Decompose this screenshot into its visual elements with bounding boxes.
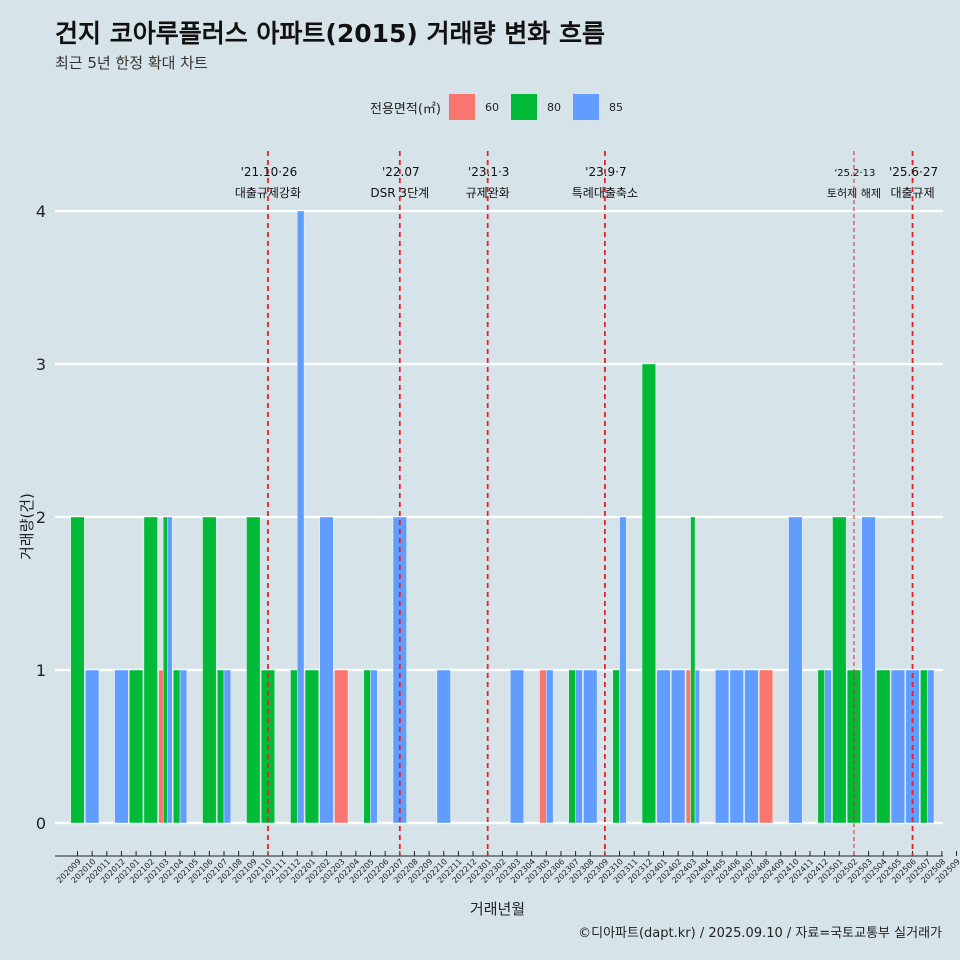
legend: 전용면적(㎡) 60 80 85 bbox=[370, 92, 635, 122]
event-name-label: 대출규제 bbox=[890, 186, 934, 200]
bar bbox=[223, 669, 232, 824]
legend-swatch-80 bbox=[510, 94, 537, 120]
bar bbox=[575, 669, 583, 824]
legend-item-80: 80 bbox=[510, 94, 561, 120]
bar bbox=[85, 669, 100, 824]
chart-title: 건지 코아루플러스 아파트(2015) 거래량 변화 흐름 bbox=[55, 19, 605, 48]
legend-item-60: 60 bbox=[448, 94, 499, 120]
legend-label-60: 60 bbox=[484, 100, 499, 114]
bar bbox=[715, 669, 730, 824]
event-name-label: 대출규제강화 bbox=[235, 186, 301, 200]
bar bbox=[824, 669, 832, 824]
event-name-label: 특례대출축소 bbox=[572, 186, 638, 200]
bar bbox=[319, 516, 334, 824]
bar bbox=[370, 669, 378, 824]
event-date-label: '23.1·3 bbox=[468, 165, 509, 179]
x-axis-title: 거래년월 bbox=[469, 900, 526, 918]
chart-subtitle: 최근 5년 한정 확대 차트 bbox=[55, 54, 208, 72]
bar bbox=[129, 669, 144, 824]
bar bbox=[246, 516, 261, 824]
bar bbox=[510, 669, 525, 824]
bar bbox=[890, 669, 905, 824]
y-axis-title: 거래량(건) bbox=[18, 493, 36, 560]
event-date-label: '22.07 bbox=[382, 165, 420, 179]
bar bbox=[179, 669, 188, 824]
y-tick-label: 4 bbox=[36, 202, 46, 221]
bar bbox=[546, 669, 554, 824]
bar bbox=[290, 669, 298, 824]
bar bbox=[671, 669, 686, 824]
bar bbox=[832, 516, 847, 824]
bar bbox=[202, 516, 217, 824]
bar bbox=[568, 669, 576, 824]
bar bbox=[539, 669, 547, 824]
event-date-label: '25.6·27 bbox=[889, 165, 938, 179]
bar bbox=[927, 669, 935, 824]
legend-swatch-60 bbox=[448, 94, 475, 120]
source-caption: ©디아파트(dapt.kr) / 2025.09.10 / 자료=국토교통부 실… bbox=[578, 926, 942, 941]
bar bbox=[173, 669, 181, 824]
y-tick-label: 0 bbox=[36, 814, 46, 833]
bar bbox=[363, 669, 371, 824]
bar bbox=[817, 669, 825, 824]
event-name-label: 토허제 해제 bbox=[827, 186, 881, 200]
y-tick-label: 2 bbox=[36, 508, 46, 527]
event-name-label: 규제완화 bbox=[466, 186, 510, 200]
y-tick-label: 1 bbox=[36, 661, 46, 680]
event-date-label: '23.9·7 bbox=[585, 165, 626, 179]
bar bbox=[641, 363, 656, 824]
bar bbox=[690, 516, 696, 824]
legend-title: 전용면적(㎡) bbox=[370, 101, 441, 117]
bar bbox=[612, 669, 620, 824]
bar bbox=[656, 669, 671, 824]
bar bbox=[216, 669, 225, 824]
event-date-label: '25.2·13 bbox=[834, 168, 875, 179]
bar bbox=[162, 516, 168, 824]
bar bbox=[436, 669, 451, 824]
bar bbox=[619, 516, 627, 824]
bar bbox=[759, 669, 774, 824]
bar bbox=[861, 516, 876, 824]
event-date-label: '21.10·26 bbox=[241, 165, 298, 179]
bar bbox=[583, 669, 598, 824]
bar bbox=[744, 669, 759, 824]
bar bbox=[70, 516, 85, 824]
bar bbox=[685, 669, 691, 824]
legend-item-85: 85 bbox=[572, 94, 623, 120]
bar bbox=[876, 669, 891, 824]
legend-label-80: 80 bbox=[546, 100, 561, 114]
bar bbox=[114, 669, 129, 824]
bar bbox=[334, 669, 349, 824]
bar bbox=[392, 516, 407, 824]
y-tick-label: 3 bbox=[36, 355, 46, 374]
bar bbox=[158, 669, 164, 824]
legend-swatch-85 bbox=[572, 94, 599, 120]
bar bbox=[920, 669, 928, 824]
event-name-label: DSR 3단계 bbox=[370, 186, 429, 200]
bar bbox=[788, 516, 803, 824]
bar bbox=[729, 669, 744, 824]
bar bbox=[167, 516, 173, 824]
bar bbox=[143, 516, 158, 824]
bar bbox=[694, 669, 700, 824]
bar bbox=[304, 669, 319, 824]
legend-label-85: 85 bbox=[608, 100, 623, 114]
bar bbox=[297, 210, 305, 824]
